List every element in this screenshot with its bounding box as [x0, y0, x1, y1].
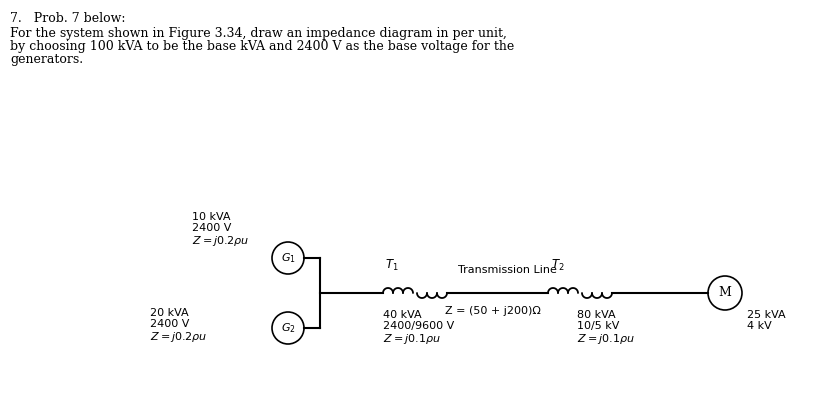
Text: 25 kVA: 25 kVA [746, 310, 785, 320]
Text: M: M [717, 287, 731, 299]
Text: 80 kVA: 80 kVA [577, 310, 615, 320]
Text: 2400 V: 2400 V [150, 319, 189, 329]
Text: $Z = j0.1\rho u$: $Z = j0.1\rho u$ [382, 332, 441, 346]
Text: 2400/9600 V: 2400/9600 V [382, 321, 454, 331]
Text: For the system shown in Figure 3.34, draw an impedance diagram in per unit,: For the system shown in Figure 3.34, dra… [10, 27, 506, 40]
Text: by choosing 100 kVA to be the base kVA and 2400 V as the base voltage for the: by choosing 100 kVA to be the base kVA a… [10, 40, 514, 53]
Text: $Z = j0.1\rho u$: $Z = j0.1\rho u$ [577, 332, 634, 346]
Text: 20 kVA: 20 kVA [150, 308, 188, 318]
Text: 10/5 kV: 10/5 kV [577, 321, 618, 331]
Text: Transmission Line: Transmission Line [458, 265, 556, 275]
Text: $Z = j0.2\rho u$: $Z = j0.2\rho u$ [192, 234, 249, 248]
Text: 10 kVA: 10 kVA [192, 212, 230, 222]
Text: $G_1$: $G_1$ [280, 251, 295, 265]
Text: 4 kV: 4 kV [746, 321, 771, 331]
Text: Z = (50 + j200)Ω: Z = (50 + j200)Ω [444, 306, 540, 316]
Text: $Z = j0.2\rho u$: $Z = j0.2\rho u$ [150, 330, 207, 344]
Text: 7.   Prob. 7 below:: 7. Prob. 7 below: [10, 12, 125, 25]
Text: 40 kVA: 40 kVA [382, 310, 421, 320]
Text: $T_1$: $T_1$ [385, 258, 398, 273]
Text: generators.: generators. [10, 53, 83, 66]
Text: $T_2$: $T_2$ [550, 258, 564, 273]
Text: 2400 V: 2400 V [192, 223, 231, 233]
Text: $G_2$: $G_2$ [280, 321, 295, 335]
